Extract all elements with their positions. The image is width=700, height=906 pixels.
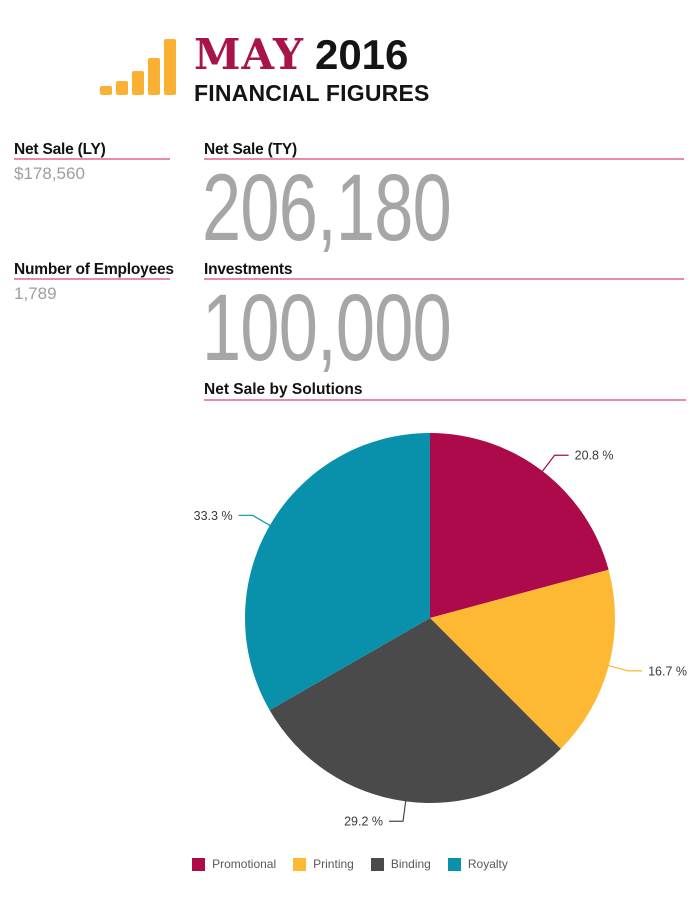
pie-leader-line-binding: [389, 799, 407, 822]
legend-item-binding[interactable]: Binding: [370, 857, 431, 871]
net-sale-ly-label: Net Sale (LY): [14, 141, 106, 158]
bar-chart-icon: [100, 39, 178, 95]
pie-slice-printing[interactable]: [430, 569, 615, 749]
chart-section-title: Net Sale by Solutions: [204, 381, 363, 398]
pie-leader-line-printing: [606, 664, 643, 672]
bar-chart-icon-bar: [116, 81, 128, 95]
legend-item-promotional[interactable]: Promotional: [192, 857, 276, 871]
legend-swatch-binding: [370, 857, 384, 871]
pie-label-binding: 29.2 %: [344, 815, 383, 829]
employees-underline: [14, 278, 170, 280]
legend-label-binding: Binding: [390, 857, 431, 871]
investments-underline: [204, 278, 684, 280]
legend-swatch-royalty: [447, 857, 461, 871]
investments-label: Investments: [204, 261, 293, 278]
net-sale-ly-underline: [14, 158, 170, 160]
investments-value: 100,000: [202, 275, 452, 381]
legend-item-royalty[interactable]: Royalty: [447, 857, 508, 871]
legend-item-printing[interactable]: Printing: [293, 857, 354, 871]
employees-value: 1,789: [14, 284, 57, 303]
pie-label-royalty: 33.3 %: [194, 509, 233, 523]
pie-label-promotional: 20.8 %: [575, 449, 614, 463]
net-sale-ty-label: Net Sale (TY): [204, 141, 298, 158]
net-sale-ty-value: 206,180: [202, 155, 452, 261]
bar-chart-icon-bar: [164, 39, 176, 95]
legend-swatch-promotional: [192, 857, 206, 871]
bar-chart-icon-bar: [148, 58, 160, 95]
pie-slice-binding[interactable]: [269, 618, 561, 803]
pie-slice-royalty[interactable]: [245, 433, 430, 711]
report-title-line: MAY 2016: [194, 30, 430, 79]
legend-label-royalty: Royalty: [467, 857, 508, 871]
employees-label: Number of Employees: [14, 261, 174, 278]
title-month: MAY: [194, 30, 304, 79]
title-year: 2016: [314, 31, 409, 78]
pie-leader-line-promotional: [540, 454, 569, 474]
bar-chart-icon-bar: [132, 71, 144, 95]
bar-chart-icon-bar: [100, 86, 112, 95]
legend-label-promotional: Promotional: [212, 857, 277, 871]
pie-chart: 20.8 % 16.7 % 29.2 % 33.3 %: [194, 433, 687, 829]
report-title: MAY 2016 FINANCIAL FIGURES: [194, 30, 430, 107]
net-sale-ly-value: $178,560: [14, 164, 85, 183]
pie-slice-promotional[interactable]: [430, 433, 609, 618]
legend-swatch-printing: [293, 857, 307, 871]
pie-leader-line-royalty: [238, 514, 272, 527]
pie-label-printing: 16.7 %: [648, 664, 687, 678]
legend-label-printing: Printing: [313, 857, 354, 871]
title-subtitle: FINANCIAL FIGURES: [194, 80, 430, 106]
net-sale-ty-underline: [204, 158, 684, 160]
chart-legend: Promotional Printing Binding Royalty: [0, 854, 700, 874]
chart-section-underline: [204, 399, 686, 401]
